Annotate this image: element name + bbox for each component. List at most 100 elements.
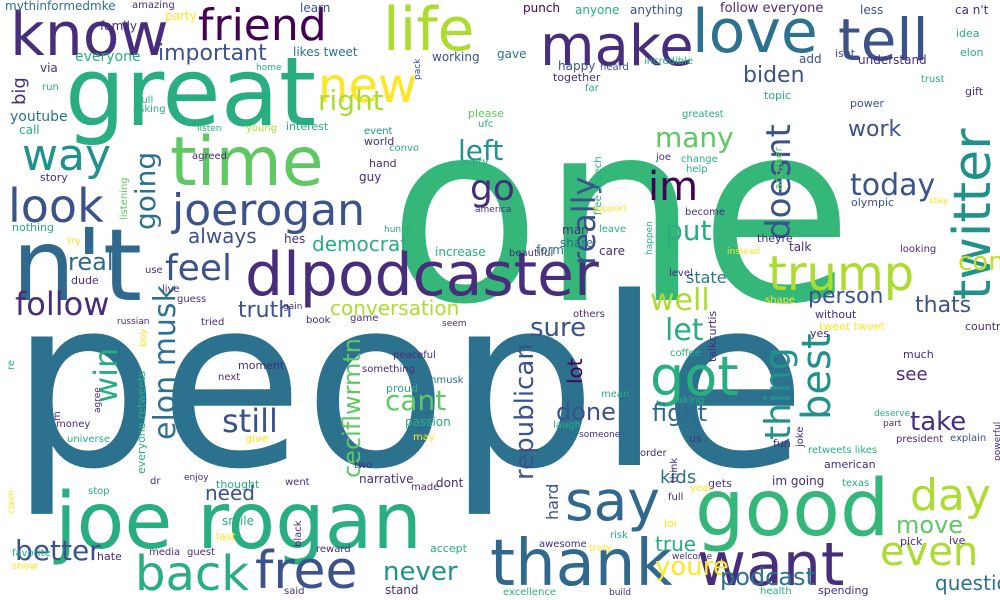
word-money: money <box>56 419 90 430</box>
word-risk: risk <box>610 530 628 541</box>
word-thank: thank <box>490 527 673 600</box>
word-done: done <box>556 398 616 426</box>
word-beautiful: beautiful <box>509 248 553 259</box>
word-back: back <box>135 546 249 600</box>
word-form: form <box>536 243 564 257</box>
word-help: help <box>686 164 708 175</box>
word-next: next <box>218 372 240 383</box>
word-agreed: agreed <box>192 151 227 162</box>
word-stop: stop <box>88 486 110 497</box>
word-joke: joke <box>795 427 806 448</box>
word-life: life <box>383 0 474 65</box>
word-something: something <box>362 364 415 375</box>
word-cant: cant <box>385 384 446 417</box>
word-friend: friend <box>198 0 327 51</box>
word-take: take <box>910 407 966 437</box>
word-much: much <box>903 348 934 361</box>
word-podcast: podcast <box>720 563 815 591</box>
word-deserve: deserve <box>874 409 911 419</box>
word-enjoy: enjoy <box>184 473 209 483</box>
word-favorite: favorite <box>12 548 51 559</box>
word-coffee: coffee <box>670 348 701 359</box>
word-guess: guess <box>177 294 206 305</box>
word-every: every <box>460 157 488 168</box>
word-president: president <box>896 434 943 445</box>
word-learn: learn <box>300 1 330 15</box>
word-im: im <box>648 164 698 210</box>
word-heard: heard <box>600 62 629 73</box>
word-biden: biden <box>743 63 805 88</box>
word-may: may <box>413 432 435 443</box>
word-well: well <box>650 283 710 318</box>
word-person: person <box>808 284 883 309</box>
word-twitter: twitter <box>943 128 1000 300</box>
word-tried: tried <box>201 317 224 328</box>
word-im-going: im going <box>772 474 824 488</box>
word-trump: trump <box>768 246 914 302</box>
word-increase: increase <box>435 245 486 259</box>
word-level: level <box>669 268 693 279</box>
word-dude: dude <box>71 274 99 287</box>
word-man: man <box>562 223 589 237</box>
word-retweets-likes: retweets likes <box>808 445 877 456</box>
word-gain: gain <box>283 302 302 312</box>
word-gets: gets <box>708 477 732 490</box>
word-olympic: olympic <box>851 196 894 209</box>
word-youtube: youtube <box>10 109 68 125</box>
word-going: going <box>129 152 162 230</box>
word-welcome: welcome <box>672 552 713 562</box>
word-best: best <box>794 333 840 420</box>
word-even: even <box>880 529 978 575</box>
word-listen: listen <box>197 124 221 134</box>
word-claim: claim <box>7 490 17 514</box>
word-part: part <box>883 419 902 429</box>
word-seem: seem <box>442 319 467 329</box>
word-right: right <box>318 84 384 117</box>
word-ceciflwrmtn: ceciflwrmtn <box>338 338 366 478</box>
word-important: important <box>158 41 267 66</box>
word-think: think <box>669 458 680 483</box>
word-stay: stay <box>929 196 949 206</box>
word-boy: boy <box>138 329 149 347</box>
word-others: others <box>573 309 605 320</box>
word-nothing: nothing <box>12 221 54 234</box>
word-hunter: hunter <box>384 225 414 235</box>
word-please: please <box>468 107 504 120</box>
word-pack: pack <box>413 58 423 80</box>
word-working: working <box>432 50 480 64</box>
word-always: always <box>188 224 257 248</box>
word-follow-everyone: follow everyone <box>720 1 823 16</box>
word-republican: republican <box>510 343 540 480</box>
word-less: less <box>860 3 883 17</box>
word-accept: accept <box>430 542 468 555</box>
word-made: made <box>411 482 439 493</box>
word-anyone: anyone <box>575 3 619 17</box>
word-order: order <box>640 448 668 459</box>
word-way: way <box>22 130 111 181</box>
word-black: black <box>293 520 304 547</box>
word-convo: convo <box>389 143 419 154</box>
word-truly: truly <box>589 543 612 554</box>
word-re: re <box>6 360 17 370</box>
word-greatest: greatest <box>682 109 724 120</box>
word-guy: guy <box>359 170 381 184</box>
word-add: add <box>799 52 822 66</box>
word-party: party <box>165 9 197 23</box>
word-awesome: awesome <box>539 539 587 550</box>
word-day: day <box>910 470 991 521</box>
word-put: put <box>665 214 712 247</box>
word-democrat: democrat <box>312 232 408 256</box>
word-gave: gave <box>497 47 526 61</box>
word-elon: elon <box>960 46 984 59</box>
word-isnt: isnt <box>835 47 856 60</box>
word-instead: instead <box>727 247 760 257</box>
word-want: want <box>697 530 844 600</box>
word-tell: tell <box>838 6 929 74</box>
word-truth: truth <box>238 298 292 323</box>
word-america: america <box>475 205 511 215</box>
word-agree: agree <box>93 387 103 413</box>
word-call: call <box>19 123 40 137</box>
word-listening: listening <box>119 177 130 220</box>
